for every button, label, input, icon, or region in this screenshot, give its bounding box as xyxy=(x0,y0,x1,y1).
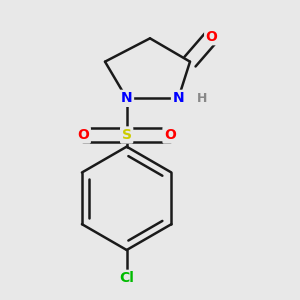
Text: Cl: Cl xyxy=(119,271,134,285)
Text: S: S xyxy=(122,128,132,142)
Text: O: O xyxy=(206,30,218,44)
Text: O: O xyxy=(164,128,176,142)
Text: O: O xyxy=(77,128,89,142)
Text: H: H xyxy=(196,92,207,105)
Text: N: N xyxy=(172,91,184,105)
Text: N: N xyxy=(121,91,133,105)
